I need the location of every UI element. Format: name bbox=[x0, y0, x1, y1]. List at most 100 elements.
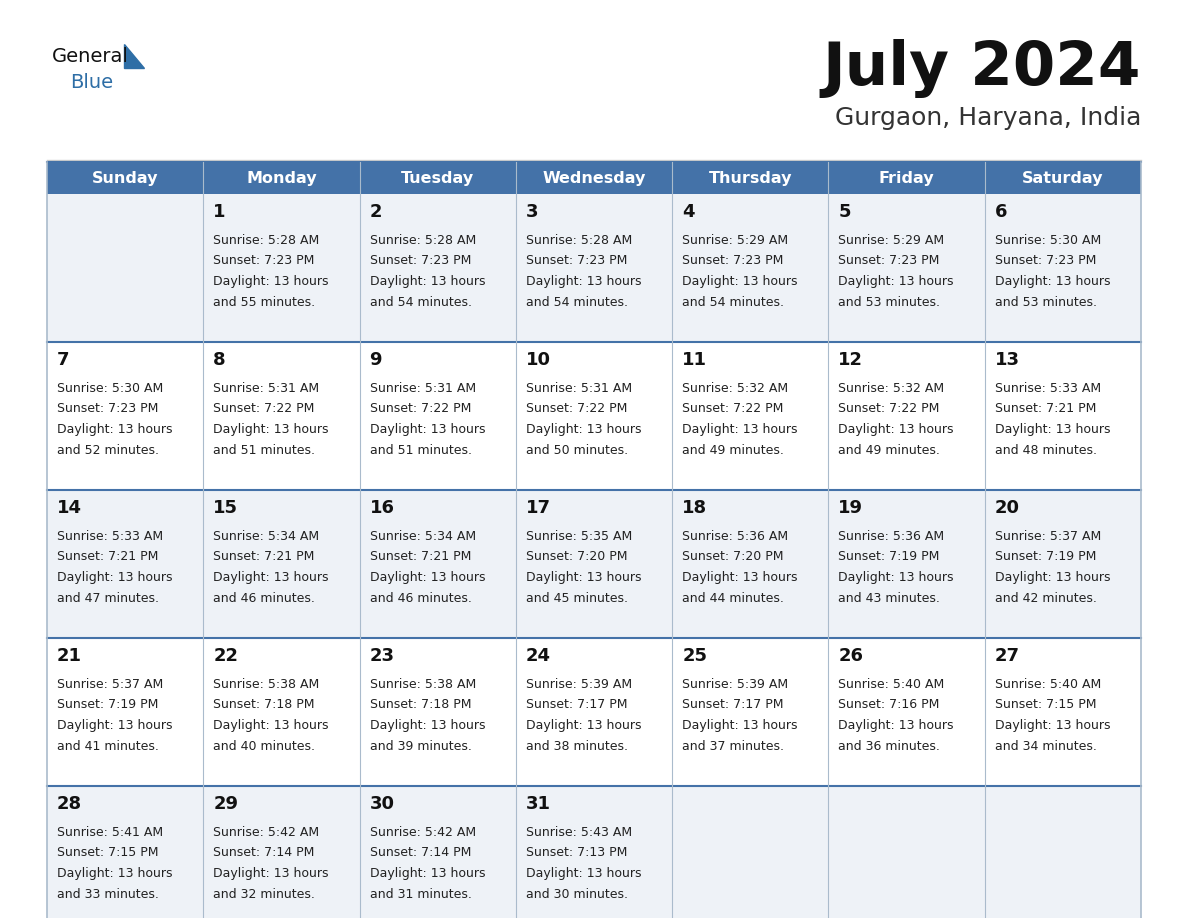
Text: Daylight: 13 hours: Daylight: 13 hours bbox=[839, 572, 954, 585]
Text: and 36 minutes.: and 36 minutes. bbox=[839, 740, 941, 753]
Text: Sunset: 7:22 PM: Sunset: 7:22 PM bbox=[682, 402, 784, 416]
Text: 1: 1 bbox=[214, 203, 226, 221]
Text: Daylight: 13 hours: Daylight: 13 hours bbox=[57, 720, 172, 733]
Text: Sunrise: 5:35 AM: Sunrise: 5:35 AM bbox=[526, 530, 632, 543]
Text: and 52 minutes.: and 52 minutes. bbox=[57, 443, 159, 456]
Text: Sunrise: 5:39 AM: Sunrise: 5:39 AM bbox=[682, 677, 789, 690]
Text: Sunrise: 5:34 AM: Sunrise: 5:34 AM bbox=[369, 530, 475, 543]
Text: Daylight: 13 hours: Daylight: 13 hours bbox=[526, 423, 642, 436]
Text: Daylight: 13 hours: Daylight: 13 hours bbox=[369, 720, 485, 733]
Text: 27: 27 bbox=[994, 647, 1019, 665]
Text: Sunset: 7:20 PM: Sunset: 7:20 PM bbox=[682, 551, 784, 564]
Text: Sunrise: 5:30 AM: Sunrise: 5:30 AM bbox=[994, 233, 1101, 247]
Text: Sunrise: 5:29 AM: Sunrise: 5:29 AM bbox=[839, 233, 944, 247]
Bar bbox=[48, 786, 1140, 918]
Text: Sunrise: 5:28 AM: Sunrise: 5:28 AM bbox=[214, 233, 320, 247]
Text: Sunset: 7:22 PM: Sunset: 7:22 PM bbox=[214, 402, 315, 416]
Text: and 37 minutes.: and 37 minutes. bbox=[682, 740, 784, 753]
Text: Daylight: 13 hours: Daylight: 13 hours bbox=[682, 423, 797, 436]
Text: 2: 2 bbox=[369, 203, 383, 221]
Text: 29: 29 bbox=[214, 795, 239, 813]
Text: and 50 minutes.: and 50 minutes. bbox=[526, 443, 628, 456]
Text: Daylight: 13 hours: Daylight: 13 hours bbox=[214, 423, 329, 436]
Text: Sunrise: 5:28 AM: Sunrise: 5:28 AM bbox=[369, 233, 476, 247]
Text: 4: 4 bbox=[682, 203, 695, 221]
Text: Sunrise: 5:38 AM: Sunrise: 5:38 AM bbox=[214, 677, 320, 690]
Text: Sunrise: 5:31 AM: Sunrise: 5:31 AM bbox=[369, 382, 475, 395]
Text: Monday: Monday bbox=[246, 171, 317, 185]
Text: Sunrise: 5:36 AM: Sunrise: 5:36 AM bbox=[839, 530, 944, 543]
Text: Sunrise: 5:40 AM: Sunrise: 5:40 AM bbox=[994, 677, 1101, 690]
Text: 30: 30 bbox=[369, 795, 394, 813]
Text: Sunrise: 5:41 AM: Sunrise: 5:41 AM bbox=[57, 825, 163, 838]
Text: 18: 18 bbox=[682, 499, 707, 517]
Text: and 40 minutes.: and 40 minutes. bbox=[214, 740, 315, 753]
Text: July 2024: July 2024 bbox=[822, 39, 1140, 97]
Text: Daylight: 13 hours: Daylight: 13 hours bbox=[682, 275, 797, 288]
Text: Daylight: 13 hours: Daylight: 13 hours bbox=[214, 868, 329, 880]
Text: Daylight: 13 hours: Daylight: 13 hours bbox=[994, 275, 1111, 288]
Text: 24: 24 bbox=[526, 647, 551, 665]
Text: Sunset: 7:13 PM: Sunset: 7:13 PM bbox=[526, 846, 627, 859]
Polygon shape bbox=[124, 44, 144, 68]
Text: Sunrise: 5:37 AM: Sunrise: 5:37 AM bbox=[994, 530, 1101, 543]
Text: Sunset: 7:21 PM: Sunset: 7:21 PM bbox=[57, 551, 158, 564]
Text: 22: 22 bbox=[214, 647, 239, 665]
Text: and 54 minutes.: and 54 minutes. bbox=[369, 296, 472, 308]
Text: Friday: Friday bbox=[879, 171, 935, 185]
Text: Sunset: 7:15 PM: Sunset: 7:15 PM bbox=[57, 846, 158, 859]
Bar bbox=[48, 638, 1140, 786]
Text: Daylight: 13 hours: Daylight: 13 hours bbox=[369, 868, 485, 880]
Text: Sunset: 7:14 PM: Sunset: 7:14 PM bbox=[214, 846, 315, 859]
Text: Tuesday: Tuesday bbox=[402, 171, 474, 185]
Text: Sunset: 7:23 PM: Sunset: 7:23 PM bbox=[57, 402, 158, 416]
Text: 16: 16 bbox=[369, 499, 394, 517]
Text: Sunrise: 5:42 AM: Sunrise: 5:42 AM bbox=[214, 825, 320, 838]
Text: Daylight: 13 hours: Daylight: 13 hours bbox=[57, 868, 172, 880]
Text: Sunrise: 5:33 AM: Sunrise: 5:33 AM bbox=[994, 382, 1101, 395]
Text: Sunset: 7:21 PM: Sunset: 7:21 PM bbox=[369, 551, 470, 564]
Text: Sunrise: 5:39 AM: Sunrise: 5:39 AM bbox=[526, 677, 632, 690]
Text: and 46 minutes.: and 46 minutes. bbox=[214, 591, 315, 604]
Text: Sunset: 7:17 PM: Sunset: 7:17 PM bbox=[682, 699, 784, 711]
Text: Daylight: 13 hours: Daylight: 13 hours bbox=[369, 423, 485, 436]
Text: Sunset: 7:22 PM: Sunset: 7:22 PM bbox=[526, 402, 627, 416]
Text: 15: 15 bbox=[214, 499, 239, 517]
Text: Daylight: 13 hours: Daylight: 13 hours bbox=[994, 423, 1111, 436]
Text: and 47 minutes.: and 47 minutes. bbox=[57, 591, 159, 604]
Text: Daylight: 13 hours: Daylight: 13 hours bbox=[214, 720, 329, 733]
Bar bbox=[48, 342, 1140, 490]
Text: Sunrise: 5:42 AM: Sunrise: 5:42 AM bbox=[369, 825, 475, 838]
Text: Sunrise: 5:28 AM: Sunrise: 5:28 AM bbox=[526, 233, 632, 247]
Text: Sunset: 7:18 PM: Sunset: 7:18 PM bbox=[214, 699, 315, 711]
Text: Daylight: 13 hours: Daylight: 13 hours bbox=[839, 720, 954, 733]
Text: Daylight: 13 hours: Daylight: 13 hours bbox=[526, 572, 642, 585]
Text: Sunset: 7:19 PM: Sunset: 7:19 PM bbox=[994, 551, 1097, 564]
Text: and 43 minutes.: and 43 minutes. bbox=[839, 591, 941, 604]
Bar bbox=[48, 194, 1140, 342]
Text: Daylight: 13 hours: Daylight: 13 hours bbox=[682, 720, 797, 733]
Text: 26: 26 bbox=[839, 647, 864, 665]
Text: and 51 minutes.: and 51 minutes. bbox=[369, 443, 472, 456]
Text: and 41 minutes.: and 41 minutes. bbox=[57, 740, 159, 753]
Text: and 49 minutes.: and 49 minutes. bbox=[682, 443, 784, 456]
Text: Sunset: 7:23 PM: Sunset: 7:23 PM bbox=[839, 254, 940, 267]
Text: Daylight: 13 hours: Daylight: 13 hours bbox=[994, 720, 1111, 733]
Text: Sunrise: 5:37 AM: Sunrise: 5:37 AM bbox=[57, 677, 163, 690]
Text: Daylight: 13 hours: Daylight: 13 hours bbox=[839, 423, 954, 436]
Text: and 46 minutes.: and 46 minutes. bbox=[369, 591, 472, 604]
Text: and 49 minutes.: and 49 minutes. bbox=[839, 443, 941, 456]
Text: and 45 minutes.: and 45 minutes. bbox=[526, 591, 627, 604]
Text: 31: 31 bbox=[526, 795, 551, 813]
Text: 3: 3 bbox=[526, 203, 538, 221]
Text: 21: 21 bbox=[57, 647, 82, 665]
Text: Daylight: 13 hours: Daylight: 13 hours bbox=[526, 275, 642, 288]
Text: Daylight: 13 hours: Daylight: 13 hours bbox=[526, 868, 642, 880]
Text: Blue: Blue bbox=[70, 73, 113, 92]
Text: 25: 25 bbox=[682, 647, 707, 665]
Text: 13: 13 bbox=[994, 351, 1019, 369]
Text: Sunset: 7:14 PM: Sunset: 7:14 PM bbox=[369, 846, 470, 859]
Text: 12: 12 bbox=[839, 351, 864, 369]
Text: and 39 minutes.: and 39 minutes. bbox=[369, 740, 472, 753]
Text: General: General bbox=[52, 47, 128, 65]
